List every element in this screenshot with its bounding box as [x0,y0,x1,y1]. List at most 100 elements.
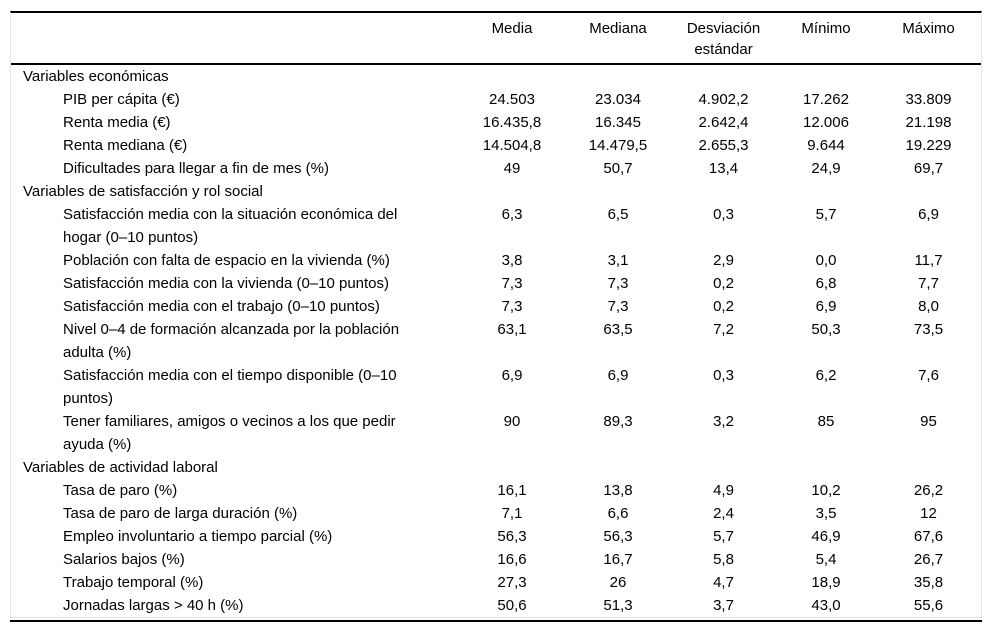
cell-media: 14.504,8 [482,137,542,154]
cell-desviacion: 5,7 [713,528,734,545]
cell-mediana: 7,3 [607,275,629,292]
cell-media: 49 [503,160,521,177]
cell-media: 63,1 [497,321,527,338]
cell-minimo: 10,2 [811,482,841,499]
cell-maximo: 26,7 [913,551,944,568]
cell-media: 50,6 [497,597,527,614]
table-row: Satisfacción media con la vivienda (0–10… [11,272,981,295]
cell-minimo: 6,8 [815,275,837,292]
cell-minimo: 3,5 [815,505,837,522]
cell-desviacion: 2.642,4 [698,114,749,131]
row-label: Satisfacción media con la vivienda (0–10… [63,275,390,292]
section-title: Variables económicas [23,68,169,85]
cell-mediana: 6,5 [607,206,629,223]
cell-desviacion: 0,2 [713,298,734,315]
cell-maximo: 11,7 [914,252,943,269]
cell-desviacion: 2,4 [713,505,734,522]
cell-minimo: 5,7 [815,206,837,223]
cell-minimo: 9.644 [807,137,845,154]
table-row: Satisfacción media con el trabajo (0–10 … [11,295,981,318]
column-header-media: Media [459,13,565,65]
cell-minimo: 24,9 [811,160,841,177]
column-header-mediana: Mediana [565,13,671,65]
cell-minimo: 18,9 [811,574,841,591]
cell-maximo: 7,7 [918,275,939,292]
row-label: Nivel 0–4 de formación alcanzada por la … [63,321,400,361]
row-label: Dificultades para llegar a fin de mes (%… [63,160,329,177]
cell-mediana: 16,7 [603,551,633,568]
cell-desviacion: 0,2 [713,275,734,292]
cell-media: 16,6 [497,551,527,568]
cell-desviacion: 4,7 [713,574,734,591]
row-label: Tasa de paro (%) [63,482,178,499]
cell-maximo: 55,6 [913,597,944,614]
cell-media: 16.435,8 [482,114,542,131]
cell-maximo: 12 [920,505,937,522]
cell-media: 7,3 [501,275,523,292]
cell-mediana: 89,3 [603,413,633,430]
cell-desviacion: 13,4 [708,160,739,177]
empty-header-cell [11,13,459,65]
summary-statistics-table-frame: Media Mediana Desviación estándar Mínimo… [10,11,982,618]
table-row: Satisfacción media con el tiempo disponi… [11,364,981,410]
table-row: Salarios bajos (%) 16,6 16,7 5,8 5,4 26,… [11,548,981,571]
row-label: PIB per cápita (€) [63,91,180,108]
cell-minimo: 46,9 [811,528,841,545]
section-title: Variables de actividad laboral [23,459,218,476]
cell-mediana: 3,1 [607,252,629,269]
cell-minimo: 17.262 [803,91,849,108]
row-label: Salarios bajos (%) [63,551,185,568]
cell-desviacion: 0,3 [713,367,734,384]
table-row: Trabajo temporal (%) 27,3 26 4,7 18,9 35… [11,571,981,594]
cell-maximo: 6,9 [918,206,939,223]
cell-mediana: 63,5 [603,321,633,338]
table-row: Tasa de paro (%) 16,1 13,8 4,9 10,2 26,2 [11,479,981,502]
cell-maximo: 67,6 [913,528,944,545]
cell-media: 24.503 [489,91,535,108]
table-row: Renta media (€) 16.435,8 16.345 2.642,4 … [11,111,981,134]
cell-media: 6,3 [501,206,523,223]
row-label: Trabajo temporal (%) [63,574,204,591]
cell-mediana: 26 [609,574,627,591]
cell-minimo: 6,2 [815,367,837,384]
cell-media: 27,3 [497,574,527,591]
table-row: PIB per cápita (€) 24.503 23.034 4.902,2… [11,88,981,111]
row-label: Satisfacción media con la situación econ… [63,206,398,246]
cell-mediana: 13,8 [603,482,633,499]
column-header-minimo: Mínimo [776,13,876,65]
table-row: Población con falta de espacio en la viv… [11,249,981,272]
table-row: Tener familiares, amigos o vecinos a los… [11,410,981,456]
table-row: Renta mediana (€) 14.504,8 14.479,5 2.65… [11,134,981,157]
cell-desviacion: 7,2 [713,321,734,338]
row-label: Tasa de paro de larga duración (%) [63,505,298,522]
section-row-variables-economicas: Variables económicas [11,64,981,88]
cell-media: 56,3 [497,528,527,545]
table-row: Nivel 0–4 de formación alcanzada por la … [11,318,981,364]
column-header-desviacion-estandar: Desviación estándar [671,13,776,65]
cell-maximo: 69,7 [913,160,944,177]
row-label: Población con falta de espacio en la viv… [63,252,390,269]
cell-minimo: 6,9 [815,298,837,315]
column-header-maximo: Máximo [876,13,981,65]
cell-desviacion: 5,8 [713,551,734,568]
cell-maximo: 35,8 [913,574,944,591]
table-row: Jornadas largas > 40 h (%) 50,6 51,3 3,7… [11,594,981,617]
table-bottom-rule [10,620,982,622]
cell-mediana: 6,9 [607,367,629,384]
cell-media: 3,8 [501,252,523,269]
cell-mediana: 14.479,5 [588,137,648,154]
cell-maximo: 8,0 [918,298,939,315]
cell-maximo: 73,5 [913,321,944,338]
row-label: Jornadas largas > 40 h (%) [63,597,244,614]
table-row: Dificultades para llegar a fin de mes (%… [11,157,981,180]
row-label: Tener familiares, amigos o vecinos a los… [63,413,396,453]
cell-media: 7,3 [501,298,523,315]
cell-minimo: 50,3 [811,321,841,338]
cell-minimo: 12.006 [803,114,849,131]
cell-media: 90 [503,413,521,430]
cell-mediana: 16.345 [595,114,641,131]
cell-mediana: 23.034 [595,91,641,108]
cell-desviacion: 2,9 [713,252,734,269]
table-header: Media Mediana Desviación estándar Mínimo… [11,13,981,65]
cell-mediana: 6,6 [607,505,629,522]
